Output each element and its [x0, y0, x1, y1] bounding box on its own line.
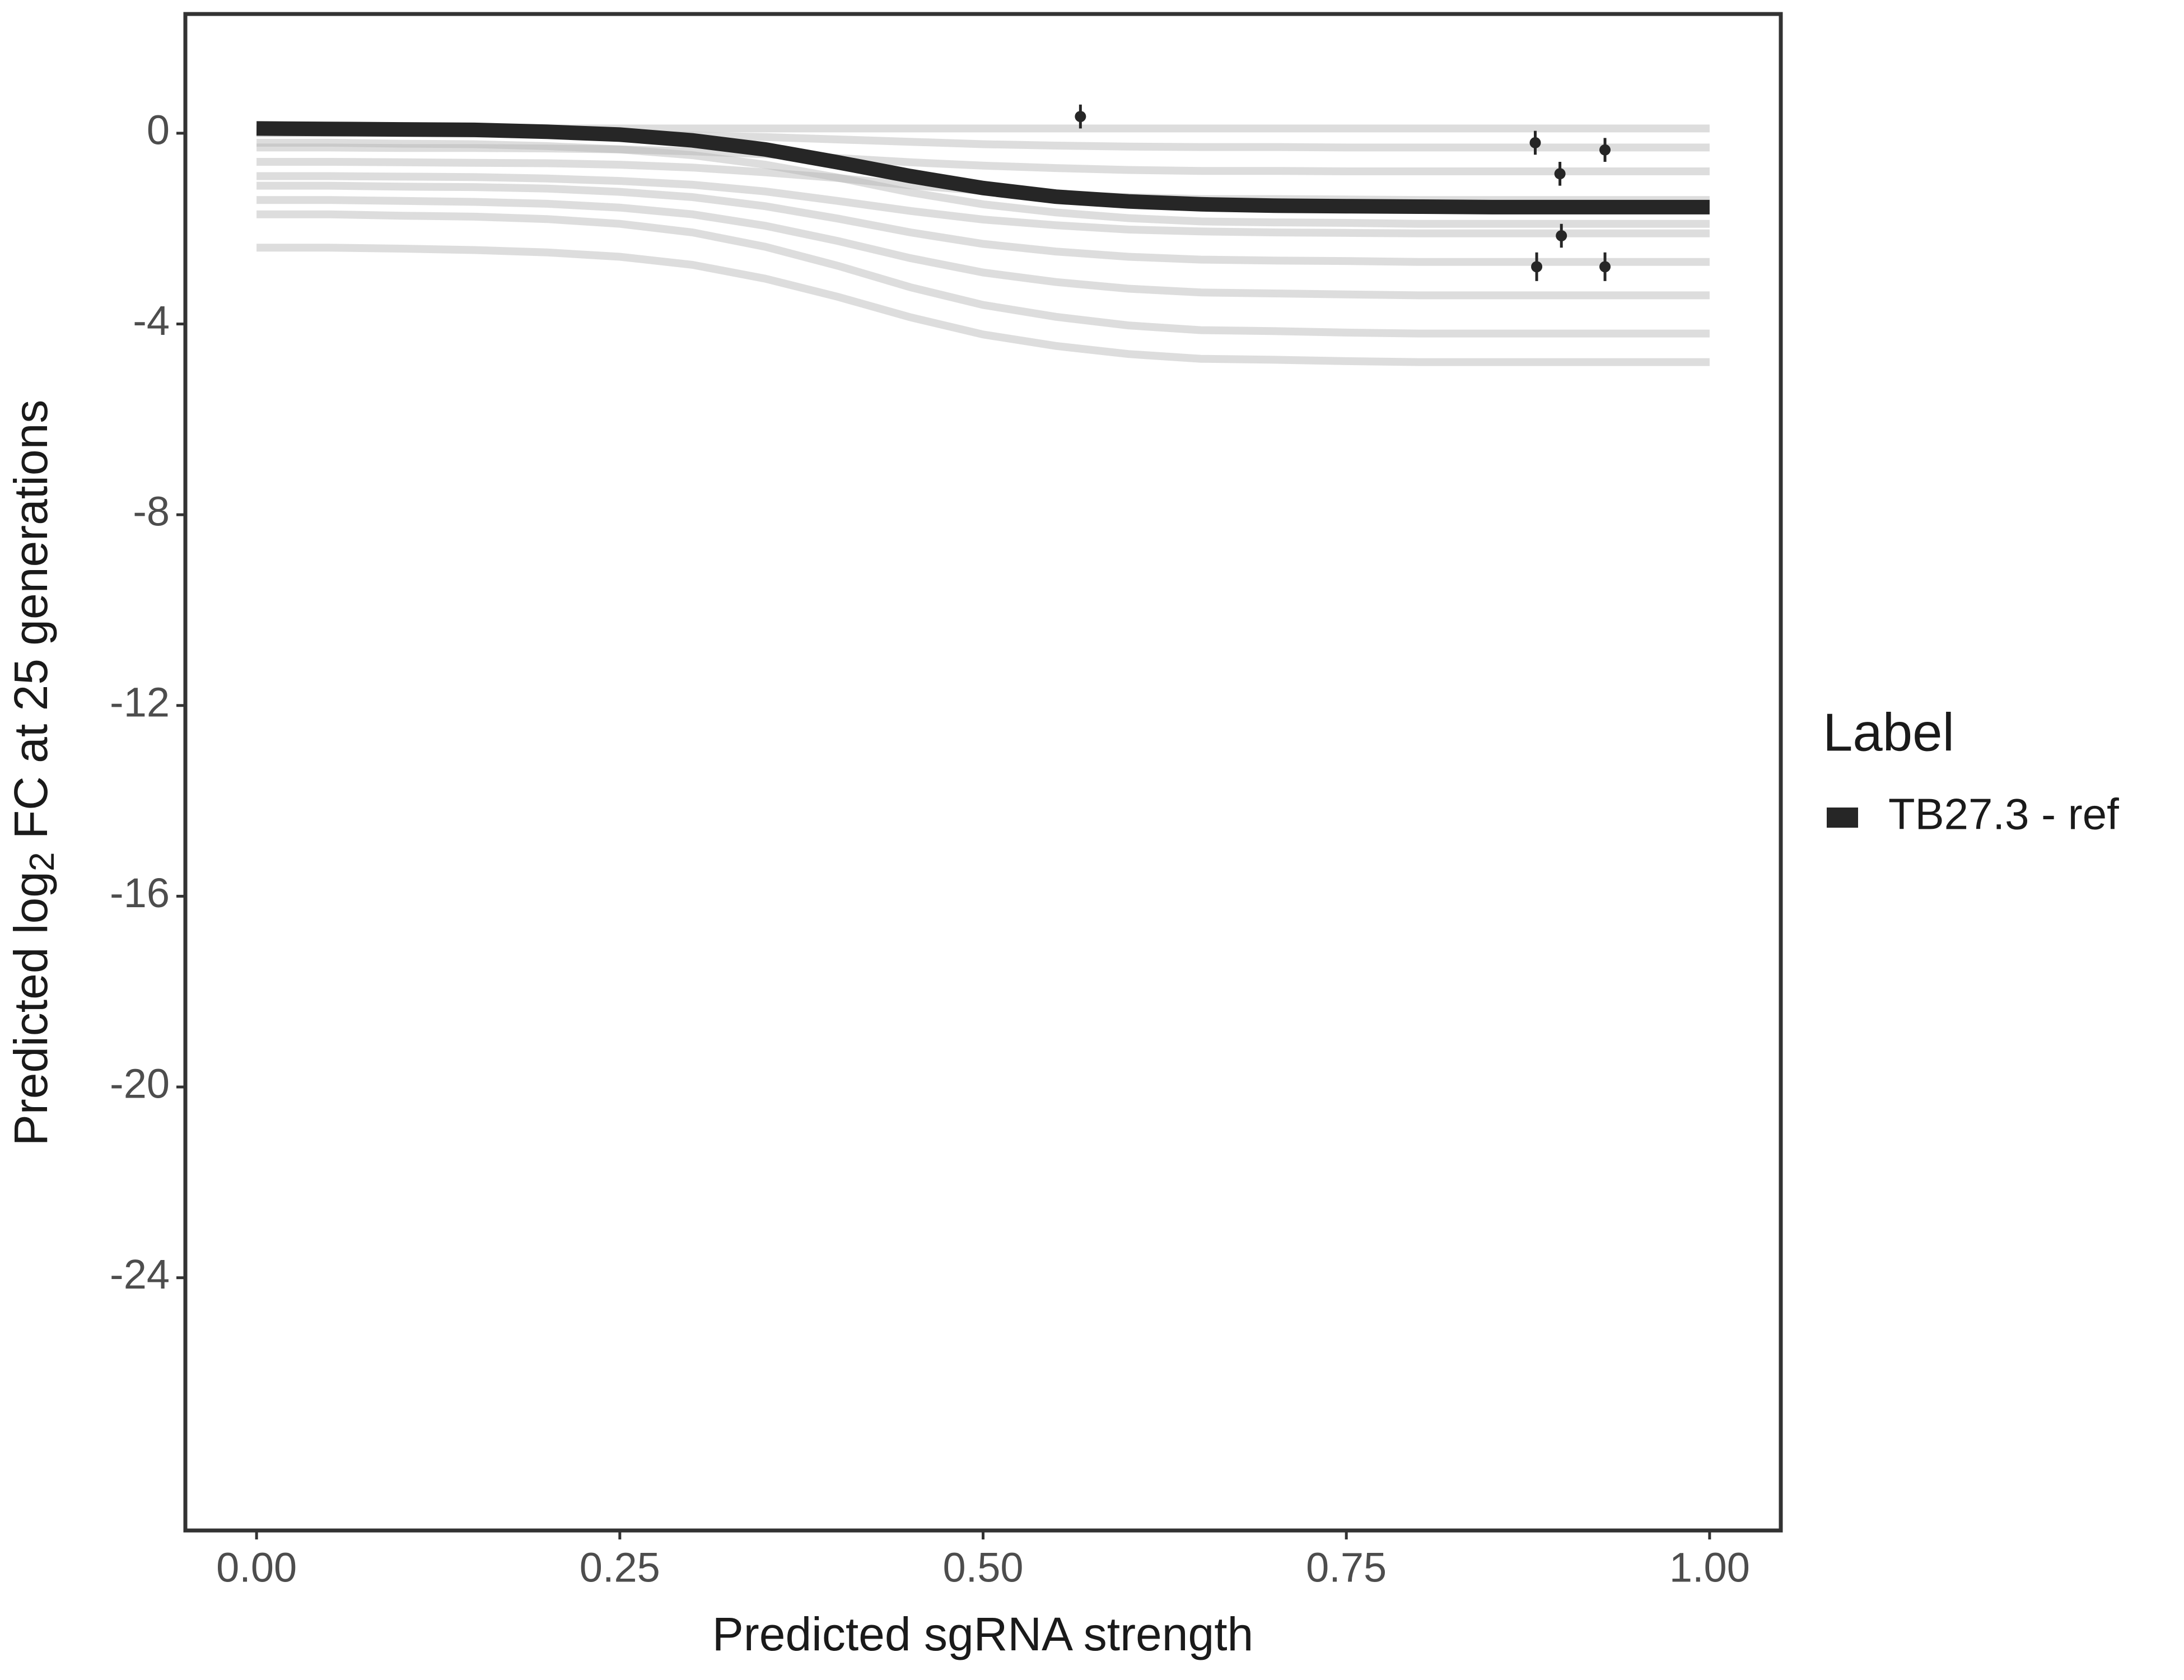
y-tick-label: -8 — [133, 488, 170, 535]
y-tick-label: -4 — [133, 297, 170, 344]
posterior-draw — [256, 210, 1710, 338]
y-tick-label: -16 — [110, 870, 170, 916]
y-tick-label: -12 — [110, 679, 170, 725]
point — [1554, 168, 1566, 180]
y-tick-label: 0 — [147, 106, 170, 153]
point — [1599, 144, 1611, 156]
posterior-draw — [256, 244, 1710, 366]
y-tick-label: -24 — [110, 1251, 170, 1298]
x-tick-label: 0.00 — [216, 1544, 297, 1591]
legend-title: Label — [1823, 702, 1954, 762]
y-axis-title: Predicted log2 FC at 25 generations — [4, 400, 62, 1146]
posterior-draw — [256, 138, 1710, 228]
posterior-draw — [256, 196, 1710, 300]
plot-border — [183, 12, 1783, 1533]
point — [1529, 137, 1541, 148]
x-tick-label: 0.50 — [942, 1544, 1023, 1591]
point — [1556, 230, 1567, 241]
x-tick-label: 1.00 — [1669, 1544, 1750, 1591]
point — [1075, 111, 1086, 123]
y-tick-label: -20 — [110, 1061, 170, 1107]
legend-key — [1827, 808, 1858, 828]
line — [256, 121, 1710, 214]
posterior-draw — [256, 181, 1710, 266]
y-axis-title-part: FC at 25 generations — [4, 400, 57, 852]
legend-label: TB27.3 - ref — [1888, 790, 2119, 839]
point — [1531, 261, 1543, 273]
x-axis-title: Predicted sgRNA strength — [712, 1608, 1254, 1660]
posterior-draw — [256, 143, 1710, 175]
posterior-draw — [256, 172, 1710, 237]
y-axis-title-subscript: 2 — [23, 852, 62, 871]
x-tick-label: 0.75 — [1306, 1544, 1387, 1591]
point — [1599, 261, 1611, 273]
y-axis-title-part: Predicted log — [4, 871, 57, 1146]
x-tick-label: 0.25 — [580, 1544, 660, 1591]
